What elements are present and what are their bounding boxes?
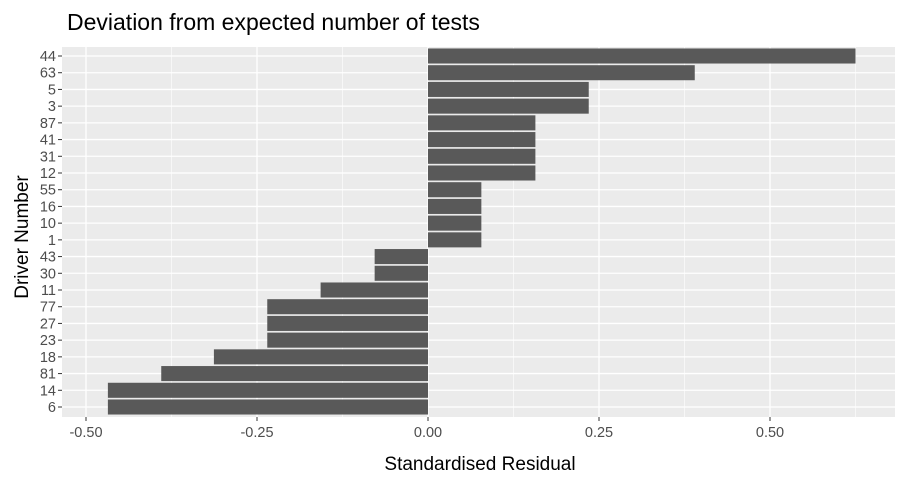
y-tick-label: 5 [48,82,56,98]
y-tick-label: 23 [40,333,56,349]
bar-driver-31 [428,148,536,164]
y-tick-label: 18 [40,350,56,366]
y-axis-title: Driver Number [12,175,33,299]
y-tick-label: 63 [40,66,56,82]
y-tick-label: 41 [40,133,56,149]
y-tick-label: 27 [40,316,56,332]
bar-driver-18 [213,349,428,365]
x-tick-label: -0.25 [240,425,273,441]
y-tick-label: 44 [40,49,56,65]
y-tick-label: 14 [40,383,56,399]
bar-driver-10 [428,215,482,231]
bars [107,48,856,415]
x-tick-label: 0.50 [756,425,784,441]
bar-driver-27 [267,315,428,331]
bar-driver-23 [267,332,428,348]
x-axis: -0.50 -0.25 0.00 0.25 0.50 [69,417,784,441]
y-tick-label: 87 [40,116,56,132]
y-tick-label: 81 [40,367,56,383]
x-tick-label: 0.00 [414,425,442,441]
bar-driver-12 [428,165,536,181]
bar-driver-6 [107,399,428,415]
y-tick-label: 1 [48,233,56,249]
bar-driver-11 [320,282,428,298]
bar-driver-1 [428,232,482,248]
bar-driver-14 [107,382,428,398]
bar-driver-43 [374,249,428,265]
x-tick-label: 0.25 [585,425,613,441]
y-tick-label: 30 [40,266,56,282]
y-tick-label: 11 [41,283,56,299]
bar-driver-44 [428,48,856,64]
bar-driver-5 [428,81,589,97]
y-tick-label: 10 [40,216,56,232]
bar-driver-55 [428,182,482,198]
y-tick-label: 16 [40,199,56,215]
y-tick-label: 43 [40,250,56,266]
bar-driver-63 [428,65,695,81]
chart-title: Deviation from expected number of tests [67,9,480,35]
bar-driver-41 [428,132,536,148]
bar-driver-30 [374,265,428,281]
bar-driver-16 [428,198,482,214]
bar-driver-77 [267,299,428,315]
y-tick-label: 55 [40,183,56,199]
bar-driver-81 [161,366,429,382]
y-tick-label: 6 [48,400,56,416]
y-tick-label: 12 [40,166,56,182]
bar-driver-87 [428,115,536,131]
x-axis-title: Standardised Residual [384,454,575,475]
y-tick-label: 3 [48,99,56,115]
y-tick-label: 31 [40,149,56,165]
bar-driver-3 [428,98,589,114]
y-tick-label: 77 [40,300,56,316]
x-tick-label: -0.50 [69,425,102,441]
